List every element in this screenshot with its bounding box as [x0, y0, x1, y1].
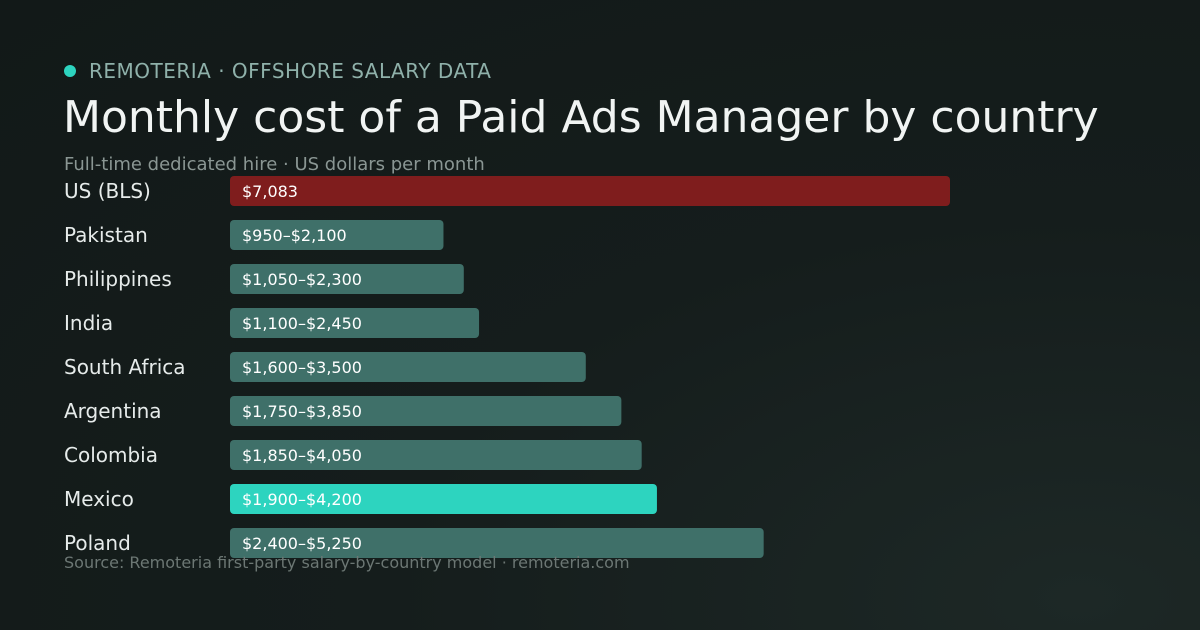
bar: [230, 440, 642, 470]
brand-dot-icon: [64, 65, 76, 77]
bar-value-label: $950–$2,100: [242, 226, 347, 245]
brand: REMOTERIA · OFFSHORE SALARY DATA: [64, 59, 491, 83]
bar-value-label: $1,600–$3,500: [242, 358, 362, 377]
category-label: Poland: [64, 531, 131, 555]
bar-value-label: $1,750–$3,850: [242, 402, 362, 421]
category-label: Colombia: [64, 443, 158, 467]
bar: [230, 528, 764, 558]
bar: [230, 308, 480, 338]
bar-value-label: $1,100–$2,450: [242, 314, 362, 333]
category-label: Argentina: [64, 399, 162, 423]
chart-title: Monthly cost of a Paid Ads Manager by co…: [63, 92, 1099, 143]
category-label: Pakistan: [64, 223, 148, 247]
category-label: Philippines: [64, 267, 172, 291]
category-label: US (BLS): [64, 179, 151, 203]
chart-subtitle: Full-time dedicated hire · US dollars pe…: [64, 154, 485, 175]
category-label: South Africa: [64, 355, 186, 379]
bar: [230, 396, 622, 426]
source-note: Source: Remoteria first-party salary-by-…: [64, 553, 630, 572]
bar-value-label: $2,400–$5,250: [242, 534, 362, 553]
bar: [230, 484, 657, 514]
bar-value-label: $1,850–$4,050: [242, 446, 362, 465]
bar: [230, 176, 950, 206]
bar-value-label: $1,900–$4,200: [242, 490, 362, 509]
bar: [230, 264, 464, 294]
category-label: Mexico: [64, 487, 134, 511]
bar-value-label: $1,050–$2,300: [242, 270, 362, 289]
brand-text: REMOTERIA · OFFSHORE SALARY DATA: [89, 59, 492, 83]
bar: [230, 220, 444, 250]
bar-value-label: $7,083: [242, 182, 298, 201]
bar: [230, 352, 586, 382]
category-label: India: [64, 311, 113, 335]
